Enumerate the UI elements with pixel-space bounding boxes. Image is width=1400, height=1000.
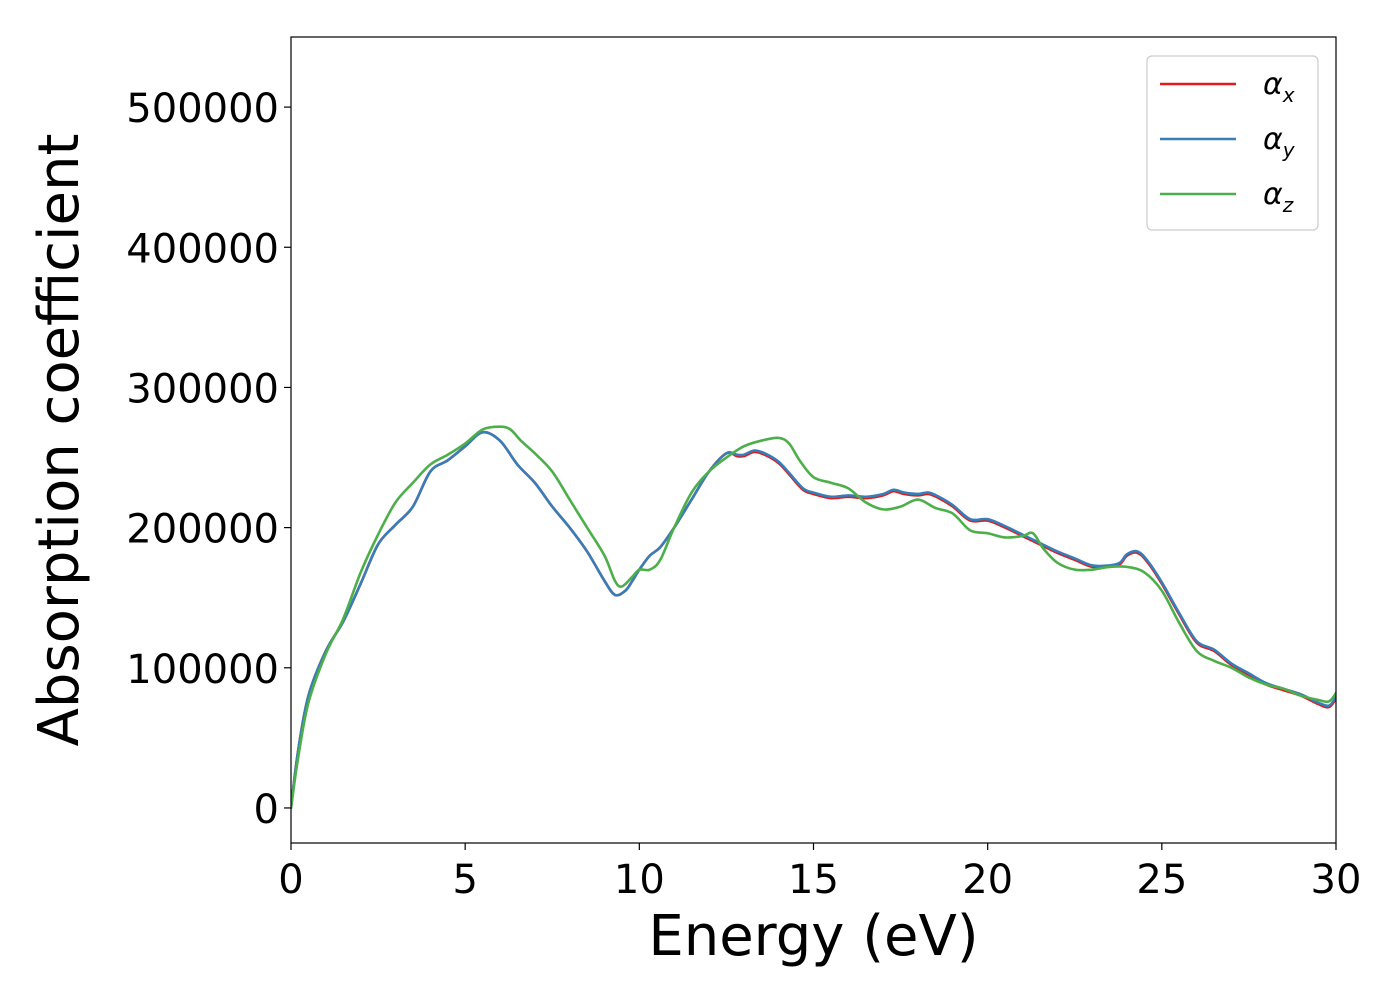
series-line-y: [291, 430, 1336, 810]
x-tick-label: 15: [788, 857, 839, 903]
legend-label-x: αx: [1263, 67, 1295, 107]
legend-label-z: αz: [1263, 177, 1294, 217]
y-axis-title: Absorption coefficient: [27, 134, 92, 747]
x-tick-label: 0: [278, 857, 303, 903]
x-tick-label: 5: [452, 857, 477, 903]
series-layer: [291, 425, 1336, 810]
legend: αx αy αz: [1146, 55, 1319, 231]
series-line-x: [291, 430, 1336, 810]
x-tick-label: 25: [1136, 857, 1187, 903]
y-tick-label: 300000: [126, 366, 279, 412]
y-tick-label: 0: [254, 787, 279, 833]
y-tick-label: 500000: [126, 86, 279, 132]
y-tick-label: 100000: [126, 647, 279, 693]
y-tick-label: 400000: [126, 226, 279, 272]
x-axis-title: Energy (eV): [648, 904, 978, 969]
legend-label-y: αy: [1263, 122, 1296, 162]
legend-box: [1146, 55, 1319, 231]
y-axis-ticks: 0 100000 200000 300000 400000 500000: [126, 86, 291, 833]
series-line-z: [291, 425, 1336, 810]
x-tick-label: 30: [1311, 857, 1362, 903]
x-axis-ticks: 0 5 10 15 20 25 30: [278, 843, 1361, 903]
x-tick-label: 20: [962, 857, 1013, 903]
x-tick-label: 10: [614, 857, 665, 903]
y-tick-label: 200000: [126, 507, 279, 553]
